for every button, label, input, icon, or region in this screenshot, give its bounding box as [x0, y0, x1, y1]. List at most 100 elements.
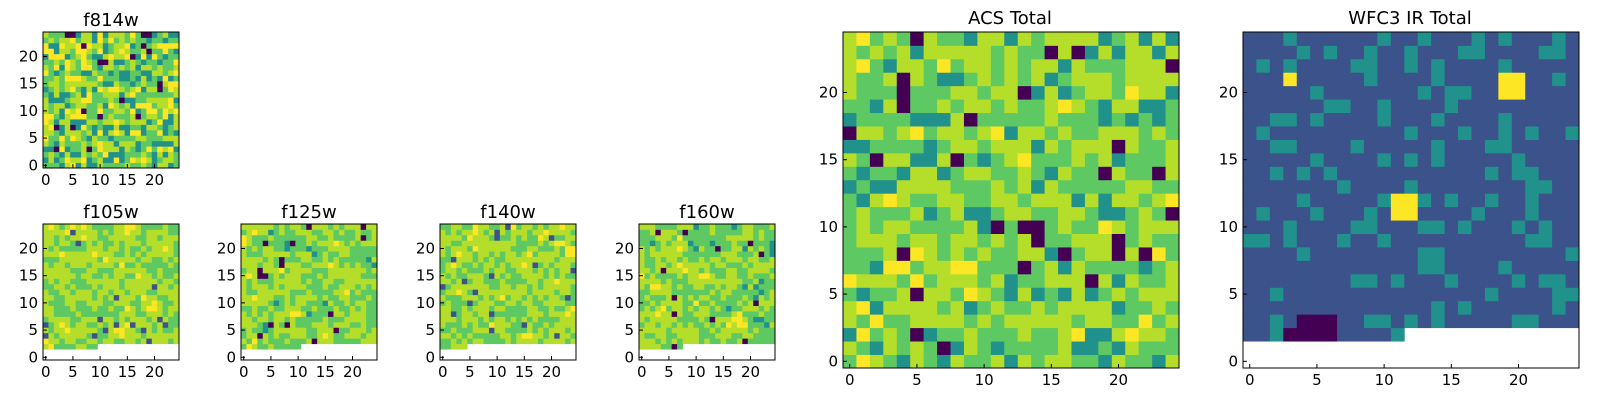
heatmap-cell [1310, 139, 1325, 154]
heatmap-cell [570, 278, 577, 285]
heatmap-cell [86, 42, 93, 49]
y-tick-label: 10 [819, 218, 838, 236]
heatmap-cell [70, 283, 77, 290]
heatmap-cell [1363, 85, 1378, 100]
heatmap-cell [736, 316, 743, 323]
heatmap-cell [472, 332, 479, 339]
heatmap-cell [1138, 45, 1153, 60]
heatmap-cell [162, 91, 169, 98]
heatmap-cell [257, 321, 264, 328]
heatmap-cell [1269, 233, 1284, 248]
heatmap-cell [1377, 247, 1392, 261]
heatmap-cell [753, 338, 760, 345]
heatmap-cell [146, 108, 153, 114]
heatmap-cell [311, 311, 318, 317]
heatmap-cell [1552, 58, 1566, 73]
heatmap-cell [1125, 193, 1140, 208]
heatmap-cell [764, 272, 770, 279]
heatmap-cell [467, 321, 474, 328]
heatmap-cell [130, 157, 136, 163]
heatmap-cell [75, 135, 82, 142]
heatmap-cell [472, 240, 479, 247]
heatmap-cell [1363, 314, 1378, 329]
heatmap-cell [758, 294, 765, 301]
heatmap-cell [366, 234, 372, 241]
heatmap-cell [456, 289, 463, 296]
y-tick-label: 15 [615, 267, 634, 285]
heatmap-cell [559, 316, 566, 323]
heatmap-cell [467, 332, 474, 339]
heatmap-cell [64, 327, 71, 334]
heatmap-cell [53, 283, 60, 290]
heatmap-cell [371, 305, 378, 312]
heatmap-cell [130, 162, 136, 169]
heatmap-cell [1377, 206, 1392, 221]
heatmap-cell [81, 135, 87, 142]
heatmap-cell [1444, 300, 1459, 315]
heatmap-cell [355, 256, 362, 263]
heatmap-cell [1058, 58, 1072, 73]
heatmap-cell [70, 316, 77, 323]
heatmap-cell [53, 48, 60, 55]
heatmap-cell [140, 108, 147, 114]
heatmap-cell [1098, 32, 1113, 46]
heatmap-cell [537, 234, 544, 241]
heatmap-cell [289, 332, 296, 339]
heatmap-cell [478, 267, 484, 274]
heatmap-cell [53, 42, 60, 49]
heatmap-cell [704, 272, 711, 279]
heatmap-cell [333, 278, 340, 285]
heatmap-cell [649, 251, 656, 258]
heatmap-cell [157, 140, 164, 147]
x-ticks-wfc3-ir-total: 0 5 10 15 20 [1245, 364, 1528, 389]
heatmap-cell [59, 108, 66, 114]
heatmap-cell [86, 240, 93, 247]
heatmap-cell [937, 166, 951, 181]
heatmap-cell [456, 332, 463, 339]
heatmap-cell [157, 59, 164, 66]
heatmap-cell [257, 327, 264, 334]
heatmap-cell [146, 251, 153, 258]
heatmap-cell [1044, 112, 1059, 127]
heatmap-cell [279, 294, 285, 301]
heatmap-cell [537, 311, 544, 317]
heatmap-cell [168, 224, 174, 230]
heatmap-cell [130, 283, 136, 290]
heatmap-cell [1058, 166, 1072, 181]
heatmap-cell [135, 305, 142, 312]
heatmap-cell [251, 300, 258, 306]
heatmap-cell [1283, 327, 1298, 342]
heatmap-cell [1471, 166, 1486, 181]
heatmap-cell [157, 272, 164, 279]
heatmap-cell [1017, 112, 1032, 127]
heatmap-cell [151, 157, 158, 163]
heatmap-cell [333, 327, 340, 334]
heatmap-cell [53, 305, 60, 312]
heatmap-cell [81, 343, 87, 350]
heatmap-cell [559, 229, 566, 236]
heatmap-cell [1004, 72, 1019, 87]
heatmap-cell [81, 124, 87, 131]
heatmap-cell [677, 316, 683, 323]
heatmap-cell [1004, 300, 1019, 315]
heatmap-cell [1098, 112, 1113, 127]
heatmap-cell [1058, 139, 1072, 154]
heatmap-cell [709, 251, 716, 258]
heatmap-cell [279, 256, 285, 263]
heatmap-cell [97, 278, 104, 285]
heatmap-cell [146, 162, 153, 169]
heatmap-cell [1498, 58, 1513, 73]
heatmap-cell [923, 193, 938, 208]
heatmap-cell [102, 224, 109, 230]
heatmap-cell [1296, 233, 1311, 248]
heatmap-cell [869, 112, 884, 127]
heatmap-cell [64, 162, 71, 169]
heatmap-cell [883, 287, 898, 302]
x-tick-label: 20 [1509, 371, 1528, 389]
heatmap-cell [666, 305, 673, 312]
heatmap-cell [251, 229, 258, 236]
heatmap-cell [1525, 126, 1540, 140]
heatmap-cell [990, 220, 1005, 234]
heatmap-cell [97, 272, 104, 279]
heatmap-cell [306, 283, 313, 290]
